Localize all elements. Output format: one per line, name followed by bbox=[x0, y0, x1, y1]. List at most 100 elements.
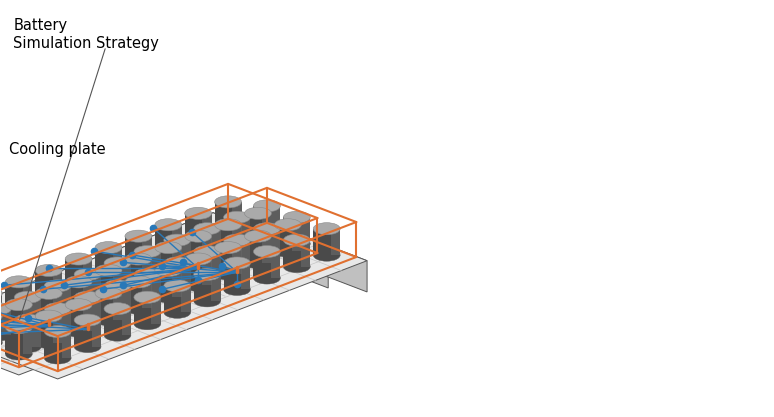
Ellipse shape bbox=[134, 295, 161, 307]
Polygon shape bbox=[313, 229, 340, 255]
Ellipse shape bbox=[125, 256, 152, 269]
Polygon shape bbox=[32, 297, 41, 324]
Polygon shape bbox=[214, 225, 241, 251]
Polygon shape bbox=[74, 320, 101, 347]
Polygon shape bbox=[292, 225, 301, 251]
Ellipse shape bbox=[95, 287, 122, 299]
Ellipse shape bbox=[164, 261, 190, 273]
Ellipse shape bbox=[283, 234, 310, 246]
Ellipse shape bbox=[155, 291, 182, 303]
Ellipse shape bbox=[253, 200, 280, 212]
Polygon shape bbox=[65, 282, 92, 308]
Polygon shape bbox=[0, 213, 213, 362]
Ellipse shape bbox=[185, 256, 211, 269]
Ellipse shape bbox=[164, 257, 190, 269]
Polygon shape bbox=[65, 305, 92, 331]
Polygon shape bbox=[0, 213, 328, 375]
Ellipse shape bbox=[164, 306, 190, 318]
Polygon shape bbox=[330, 229, 340, 255]
Polygon shape bbox=[125, 282, 152, 308]
Polygon shape bbox=[0, 293, 2, 320]
Polygon shape bbox=[0, 316, 2, 343]
Polygon shape bbox=[181, 240, 190, 266]
Ellipse shape bbox=[214, 268, 241, 280]
Ellipse shape bbox=[44, 280, 71, 292]
Polygon shape bbox=[142, 282, 152, 308]
Ellipse shape bbox=[224, 257, 251, 269]
Ellipse shape bbox=[36, 310, 62, 322]
Polygon shape bbox=[211, 274, 221, 301]
Ellipse shape bbox=[36, 264, 62, 276]
Ellipse shape bbox=[65, 299, 92, 311]
Polygon shape bbox=[91, 274, 101, 301]
Ellipse shape bbox=[65, 276, 92, 288]
Ellipse shape bbox=[245, 207, 272, 219]
Polygon shape bbox=[53, 271, 62, 297]
Ellipse shape bbox=[214, 196, 241, 208]
Ellipse shape bbox=[125, 230, 152, 242]
Polygon shape bbox=[36, 271, 62, 297]
Ellipse shape bbox=[5, 276, 33, 288]
Ellipse shape bbox=[36, 291, 62, 303]
Ellipse shape bbox=[253, 223, 280, 235]
Polygon shape bbox=[202, 259, 211, 286]
Polygon shape bbox=[301, 240, 310, 266]
Polygon shape bbox=[23, 282, 33, 308]
Polygon shape bbox=[152, 297, 161, 324]
Polygon shape bbox=[173, 225, 182, 251]
Ellipse shape bbox=[185, 234, 211, 246]
Ellipse shape bbox=[185, 230, 211, 242]
Ellipse shape bbox=[104, 280, 131, 292]
Ellipse shape bbox=[5, 325, 33, 337]
Polygon shape bbox=[283, 217, 310, 244]
Polygon shape bbox=[155, 248, 182, 274]
Polygon shape bbox=[112, 293, 122, 320]
Polygon shape bbox=[125, 236, 152, 263]
Polygon shape bbox=[173, 248, 182, 274]
Ellipse shape bbox=[164, 280, 190, 292]
Text: Battery
Simulation Strategy: Battery Simulation Strategy bbox=[13, 18, 159, 51]
Ellipse shape bbox=[313, 249, 340, 261]
Polygon shape bbox=[122, 309, 131, 335]
Ellipse shape bbox=[0, 287, 2, 299]
Polygon shape bbox=[36, 293, 62, 320]
Polygon shape bbox=[213, 213, 328, 288]
Polygon shape bbox=[173, 271, 182, 297]
Polygon shape bbox=[155, 271, 182, 297]
Ellipse shape bbox=[194, 269, 221, 281]
Polygon shape bbox=[245, 214, 272, 240]
Polygon shape bbox=[245, 236, 272, 263]
Ellipse shape bbox=[283, 261, 310, 273]
Ellipse shape bbox=[15, 318, 41, 330]
Ellipse shape bbox=[134, 272, 161, 284]
Ellipse shape bbox=[104, 329, 131, 341]
Polygon shape bbox=[32, 320, 41, 347]
Polygon shape bbox=[95, 293, 122, 320]
Ellipse shape bbox=[194, 272, 221, 284]
Ellipse shape bbox=[313, 223, 340, 235]
Ellipse shape bbox=[74, 291, 101, 303]
Ellipse shape bbox=[214, 245, 241, 257]
Ellipse shape bbox=[164, 234, 190, 246]
Polygon shape bbox=[224, 240, 251, 266]
Ellipse shape bbox=[74, 269, 101, 281]
Polygon shape bbox=[62, 286, 71, 312]
Polygon shape bbox=[112, 271, 122, 297]
Polygon shape bbox=[104, 263, 131, 289]
Polygon shape bbox=[252, 217, 367, 292]
Ellipse shape bbox=[185, 207, 211, 219]
Polygon shape bbox=[275, 225, 301, 251]
Ellipse shape bbox=[194, 246, 221, 258]
Ellipse shape bbox=[214, 219, 241, 231]
Polygon shape bbox=[0, 217, 367, 379]
Polygon shape bbox=[232, 202, 241, 229]
Ellipse shape bbox=[125, 302, 152, 314]
Polygon shape bbox=[5, 305, 33, 331]
Ellipse shape bbox=[44, 306, 71, 318]
Ellipse shape bbox=[36, 337, 62, 349]
Ellipse shape bbox=[283, 238, 310, 250]
Polygon shape bbox=[83, 305, 92, 331]
Polygon shape bbox=[142, 259, 152, 286]
Ellipse shape bbox=[44, 352, 71, 364]
Ellipse shape bbox=[125, 276, 152, 288]
